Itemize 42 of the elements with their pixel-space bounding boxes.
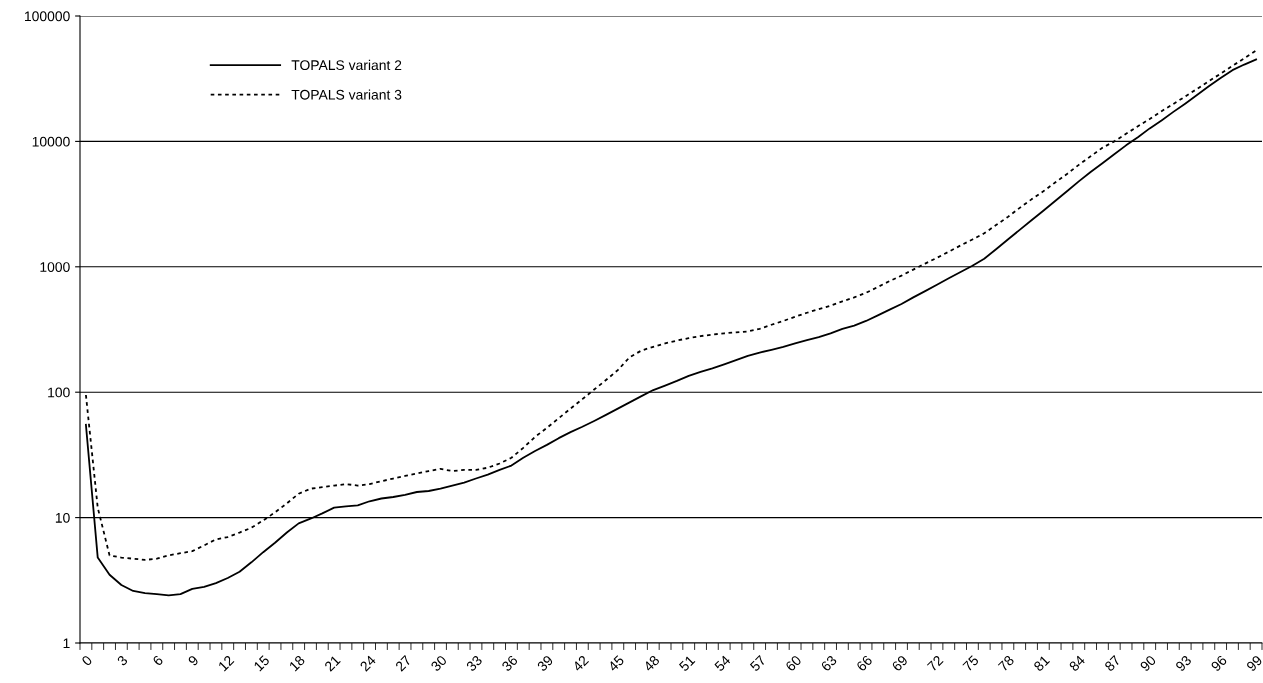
- x-tick-label: 54: [714, 654, 732, 672]
- x-tick-label: 48: [642, 654, 661, 673]
- x-tick-label: 42: [571, 654, 589, 672]
- x-tick-label: 36: [501, 654, 519, 672]
- y-tick-label: 1000: [40, 262, 70, 272]
- x-tick-label: 75: [962, 654, 980, 672]
- y-tick-label: 10: [55, 512, 70, 523]
- x-tick-label: 69: [891, 654, 909, 672]
- x-tick-label: 63: [820, 654, 838, 672]
- x-tick-label: 90: [1139, 654, 1157, 672]
- x-tick-label: 87: [1104, 654, 1121, 672]
- legend-label: TOPALS variant 3: [291, 89, 402, 100]
- y-tick-label: 10000: [32, 136, 70, 147]
- x-tick-label: 30: [430, 654, 448, 672]
- x-tick-label: 51: [678, 654, 696, 672]
- x-tick-label: 60: [784, 654, 802, 672]
- legend-label: TOPALS variant 2: [291, 59, 402, 71]
- x-tick-label: 3: [116, 654, 129, 667]
- x-tick-label: 66: [855, 654, 873, 672]
- x-tick-label: 78: [997, 654, 1015, 672]
- x-tick-label: 81: [1033, 654, 1051, 672]
- x-tick-label: 33: [465, 654, 483, 672]
- y-tick-label: 100: [48, 387, 70, 398]
- x-tick-label: 99: [1245, 654, 1263, 672]
- x-tick-label: 96: [1210, 654, 1228, 672]
- x-tick-label: 57: [749, 654, 767, 672]
- x-tick-label: 0: [81, 654, 93, 667]
- x-tick-label: 9: [187, 654, 200, 667]
- x-tick-label: 72: [926, 654, 944, 672]
- x-tick-label: 15: [253, 654, 271, 672]
- x-tick-label: 93: [1174, 654, 1192, 672]
- x-tick-label: 27: [394, 654, 412, 672]
- x-tick-label: 6: [152, 654, 164, 667]
- y-tick-label: 1: [63, 638, 70, 649]
- x-tick-label: 18: [288, 654, 306, 672]
- x-tick-label: 45: [607, 654, 625, 673]
- y-tick-label: 100000: [25, 11, 70, 22]
- x-tick-label: 12: [217, 654, 235, 672]
- x-tick-label: 21: [323, 654, 341, 672]
- x-tick-label: 39: [536, 654, 554, 672]
- x-tick-label: 84: [1068, 654, 1086, 672]
- x-tick-label: 24: [359, 654, 377, 672]
